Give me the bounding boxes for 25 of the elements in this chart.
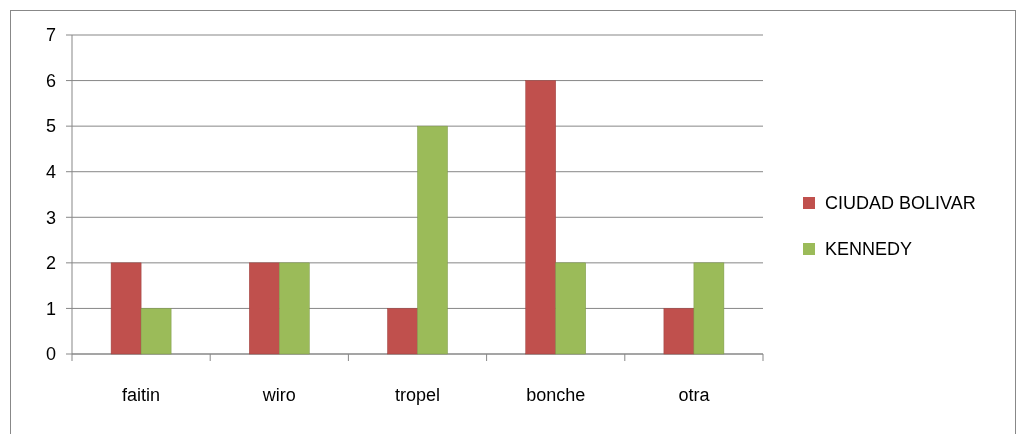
bar xyxy=(110,262,142,355)
x-tick-label: otra xyxy=(678,385,711,405)
bar xyxy=(693,262,725,355)
x-tick-label: wiro xyxy=(261,385,296,405)
bar xyxy=(663,308,695,355)
legend-label: KENNEDY xyxy=(825,239,913,260)
bar xyxy=(525,80,556,355)
bar xyxy=(387,308,418,355)
y-tick-label: 3 xyxy=(45,207,56,228)
y-tick-label: 0 xyxy=(45,344,56,365)
y-tick-label: 7 xyxy=(45,25,56,46)
y-tick-label: 6 xyxy=(45,70,56,91)
bar xyxy=(279,262,310,355)
bar xyxy=(249,262,280,355)
y-tick-label: 4 xyxy=(45,162,56,183)
x-tick-label: bonche xyxy=(526,385,586,405)
y-tick-label: 5 xyxy=(45,116,56,137)
bar xyxy=(555,262,586,355)
legend-label: CIUDAD BOLIVAR xyxy=(825,193,976,214)
x-tick-label: tropel xyxy=(394,385,441,405)
x-tick-label: faitin xyxy=(122,385,161,405)
y-tick-label: 2 xyxy=(45,253,56,274)
bar xyxy=(140,308,172,355)
bar xyxy=(417,125,448,355)
y-tick-label: 1 xyxy=(45,298,56,319)
